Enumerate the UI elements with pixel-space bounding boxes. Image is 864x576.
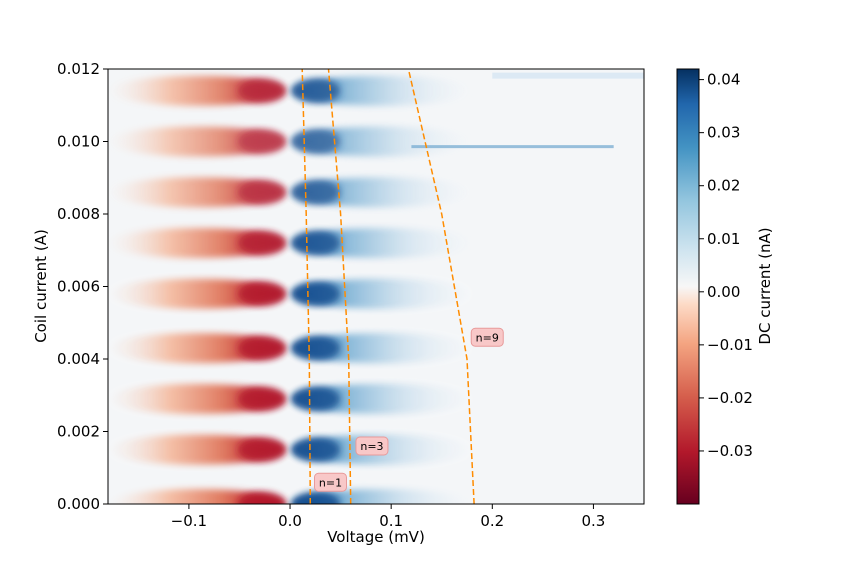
colorbar-tick-label: 0.03 [707, 124, 740, 142]
heatmap-lobe-row [108, 228, 473, 258]
positive-current-peak [292, 231, 341, 255]
colorbar-tick-label: −0.01 [707, 336, 753, 354]
annotation-label: n=9 [476, 331, 499, 344]
heatmap-lobe-row [108, 489, 473, 504]
negative-current-peak [238, 180, 287, 205]
annotation-box [355, 436, 389, 456]
annotation: n=1 [313, 472, 347, 492]
annotation: n=3 [355, 436, 389, 456]
positive-current-peak [292, 386, 341, 411]
annotation-box [313, 472, 347, 492]
y-tick-label: 0.012 [57, 60, 100, 78]
positive-current-lobe [292, 177, 473, 208]
positive-current-peak [292, 78, 341, 103]
colorbar-tick-label: −0.02 [707, 389, 753, 407]
negative-current-lobe [108, 333, 285, 364]
y-tick-label: 0.002 [57, 423, 100, 441]
positive-current-peak [292, 129, 341, 154]
heatmap-lobe-row [108, 75, 473, 106]
negative-current-peak [238, 231, 287, 255]
negative-current-peak [238, 78, 287, 103]
colorbar-tick-label: −0.03 [707, 442, 753, 460]
y-tick-label: 0.000 [57, 495, 100, 513]
y-axis-label: Coil current (A) [32, 229, 50, 343]
positive-current-peak [292, 281, 341, 306]
negative-current-peak [238, 492, 287, 504]
x-tick-label: 0.1 [379, 512, 403, 530]
positive-current-peak [292, 180, 341, 205]
negative-current-lobe [108, 177, 285, 208]
negative-current-lobe [108, 228, 285, 258]
colorbar-tick-label: 0.00 [707, 283, 740, 301]
negative-current-lobe [108, 278, 285, 309]
heatmap-plot-area [107, 68, 645, 505]
negative-current-peak [238, 386, 287, 411]
heatmap-lobe-row [108, 383, 473, 414]
positive-current-peak [292, 437, 341, 462]
positive-current-lobe [292, 333, 473, 364]
x-tick-label: 0.3 [582, 512, 606, 530]
colorbar-tick-label: 0.02 [707, 177, 740, 195]
annotation-label: n=3 [360, 440, 383, 453]
positive-current-peak [292, 492, 341, 504]
negative-current-peak [238, 129, 287, 154]
negative-current-lobe [108, 383, 285, 414]
positive-current-lobe [292, 126, 473, 157]
curve-n=9 [407, 69, 475, 504]
heatmap-lobes [108, 72, 644, 504]
y-tick-label: 0.008 [57, 205, 100, 223]
positive-current-lobe [292, 75, 473, 106]
heatmap-lobe-row [108, 333, 473, 364]
y-tick-label: 0.004 [57, 350, 100, 368]
negative-current-lobe [108, 434, 285, 465]
x-axis-ticks: −0.1 0.0 0.1 0.2 0.3 [171, 504, 606, 530]
heatmap-lobe-row [108, 278, 473, 309]
y-tick-label: 0.006 [57, 278, 100, 296]
x-tick-label: −0.1 [171, 512, 207, 530]
heatmap-lobe-row [108, 177, 473, 208]
colorbar: −0.03 −0.02 −0.01 0.00 0.01 0.02 0.03 0.04 DC c… [676, 68, 774, 505]
colorbar-tick-label: 0.04 [707, 71, 740, 89]
negative-current-peak [238, 437, 287, 462]
negative-current-peak [238, 336, 287, 361]
heatmap-lobe-row [108, 126, 473, 157]
y-tick-label: 0.010 [57, 133, 100, 151]
colorbar-ticks: −0.03 −0.02 −0.01 0.00 0.01 0.02 0.03 0.04 [699, 71, 753, 460]
curve-n=3 [327, 69, 352, 504]
signal-streak [492, 72, 644, 79]
annotation-box [470, 327, 504, 347]
negative-current-peak [238, 281, 287, 306]
negative-current-lobe [108, 75, 285, 106]
positive-current-peak [292, 336, 341, 361]
colorbar-label: DC current (nA) [756, 227, 774, 344]
x-axis-label: Voltage (mV) [327, 528, 425, 546]
curve-n=1 [301, 69, 312, 504]
positive-current-lobe [292, 383, 473, 414]
x-tick-label: 0.2 [480, 512, 504, 530]
curves-layer [301, 69, 475, 504]
x-tick-label: 0.0 [278, 512, 302, 530]
colorbar-gradient [676, 68, 700, 505]
annotations-layer: n=1 n=3 n=9 [313, 327, 504, 492]
positive-current-lobe [292, 228, 473, 258]
y-axis-ticks: 0.000 0.002 0.004 0.006 0.008 0.010 0.012 [57, 60, 108, 513]
colorbar-tick-label: 0.01 [707, 230, 740, 248]
positive-current-lobe [292, 278, 473, 309]
signal-streak [411, 145, 614, 149]
negative-current-lobe [108, 126, 285, 157]
annotation-label: n=1 [319, 476, 342, 489]
annotation: n=9 [470, 327, 504, 347]
